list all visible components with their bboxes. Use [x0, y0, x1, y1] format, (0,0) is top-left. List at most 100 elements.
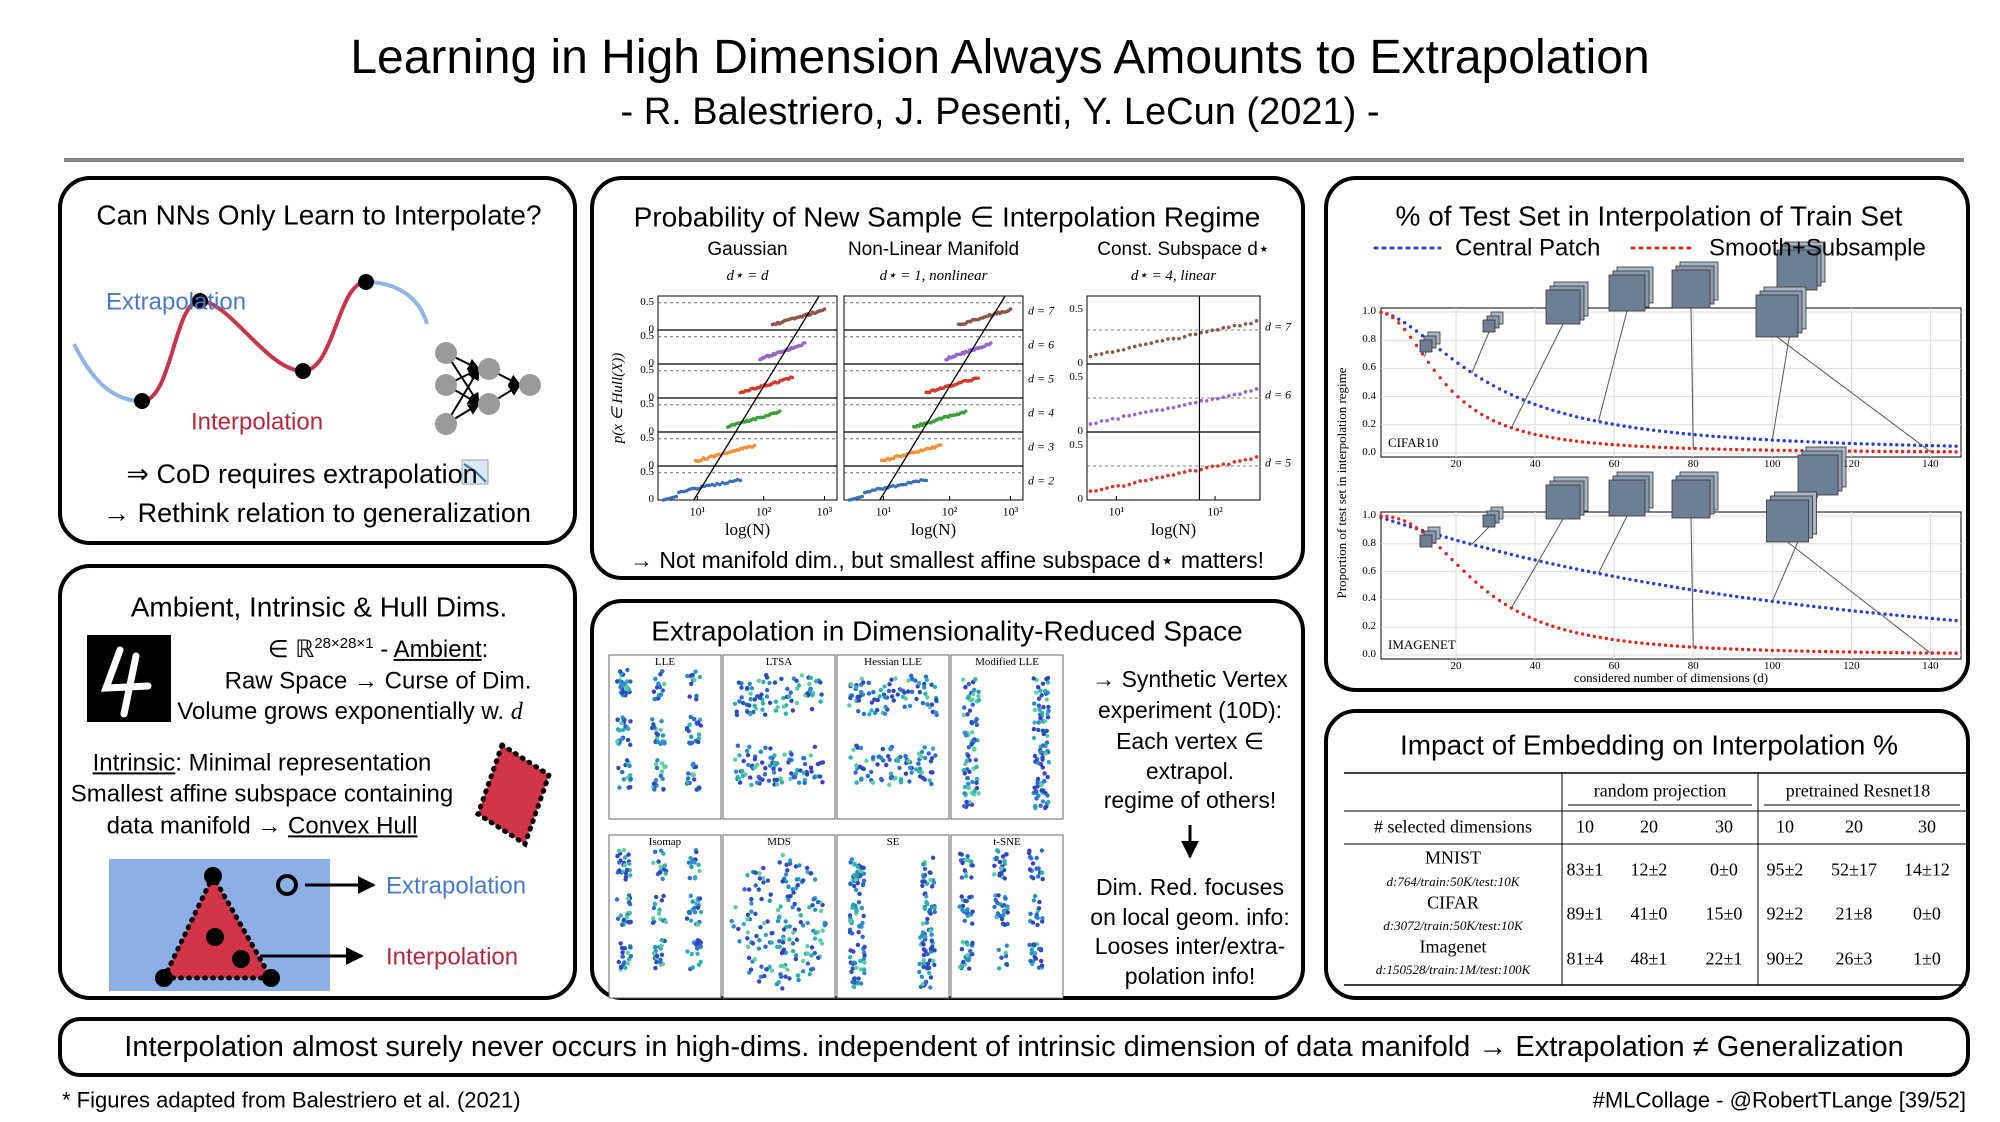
embedded-point	[652, 787, 657, 792]
embedded-point	[962, 705, 967, 710]
curve-dot	[1491, 384, 1496, 388]
sample-dot	[1215, 396, 1220, 401]
curve-dot	[1735, 647, 1739, 651]
curve-dot	[1924, 616, 1929, 620]
sample-dot	[1182, 403, 1187, 407]
sample-dot	[1144, 478, 1148, 483]
embedded-point	[1032, 942, 1037, 948]
curve-dot	[1497, 387, 1502, 391]
curve-dot	[1806, 440, 1810, 444]
y-tick-label: 0.5	[640, 398, 654, 411]
panel-title: Impact of Embedding on Interpolation %	[1399, 729, 1899, 761]
embedded-point	[794, 678, 799, 683]
embedded-point	[850, 966, 855, 971]
embedded-point	[1035, 915, 1040, 921]
embedded-point	[972, 687, 977, 693]
curve-dot	[1681, 446, 1686, 450]
intrinsic-line: data manifold → Convex Hull	[107, 813, 418, 838]
embedded-point	[697, 868, 702, 874]
embedded-point	[690, 762, 695, 768]
embedded-point	[618, 941, 623, 946]
embedded-point	[805, 691, 810, 696]
embedded-point	[1046, 799, 1051, 805]
embedded-point	[1032, 753, 1038, 759]
embedded-point	[819, 941, 825, 946]
sample-dot	[878, 487, 882, 491]
curve-dot	[1521, 429, 1525, 434]
network-node	[435, 374, 457, 396]
embedded-point	[745, 944, 751, 950]
curve-dot	[1859, 449, 1863, 453]
embedded-point	[959, 947, 965, 952]
sample-dot	[1232, 460, 1237, 464]
embedded-point	[805, 772, 810, 777]
curve-dot	[1551, 436, 1555, 440]
curve-dot	[1420, 530, 1425, 534]
embedded-point	[999, 916, 1005, 922]
embedded-point	[775, 908, 781, 913]
panel-interpolate: Can NNs Only Learn to Interpolate? Extrap…	[58, 176, 577, 545]
explanation: Dim. Red. focuses	[1096, 873, 1284, 900]
embedded-point	[796, 683, 802, 688]
embedded-point	[749, 909, 754, 914]
curve-dot	[1657, 445, 1662, 449]
embedded-point	[785, 894, 790, 899]
sample-dot	[790, 375, 795, 380]
curve-dot	[1408, 522, 1413, 526]
panel-graphics: Proportion of test set in interpolation …	[1334, 241, 1962, 660]
subplot-subtitle: d⋆ = 1, nonlinear	[879, 268, 988, 285]
embedded-point	[745, 873, 750, 878]
x-label: log(N)	[1150, 520, 1197, 540]
embedded-point	[872, 697, 877, 702]
embedded-point	[624, 915, 630, 920]
embedded-point	[783, 711, 789, 716]
embedded-point	[623, 965, 628, 970]
embedded-point	[801, 756, 807, 761]
sample-dot	[976, 376, 981, 380]
curve-dot	[1456, 563, 1460, 568]
embedded-point	[615, 853, 620, 859]
embedded-point	[970, 730, 975, 735]
embedded-point	[822, 920, 827, 926]
embedded-point	[805, 920, 810, 926]
embedded-point	[854, 965, 859, 970]
panel-title: Ambient, Intrinsic & Hull Dims.	[130, 591, 508, 623]
embedded-point	[1033, 803, 1038, 809]
embedded-point	[917, 961, 922, 967]
embedded-point	[746, 762, 751, 768]
cell: 22±1	[1705, 948, 1743, 969]
sample-point	[295, 363, 311, 379]
column-header: 20	[1640, 816, 1658, 837]
sample-dot	[1182, 335, 1187, 339]
x-tick-label: 140	[1922, 660, 1939, 673]
curve-dot	[1794, 439, 1798, 443]
embedded-point	[799, 673, 805, 678]
curve-dot	[1610, 574, 1614, 578]
embedded-point	[616, 959, 621, 965]
embedded-point	[789, 752, 794, 757]
reference-line	[693, 295, 820, 501]
embedded-point	[853, 887, 859, 892]
panel-graphics: p(x ∈ Hull(X))	[610, 295, 1261, 502]
embedded-point	[976, 698, 982, 703]
embedded-point	[757, 979, 762, 984]
sample-dot	[718, 482, 722, 487]
sample-dot	[1199, 467, 1203, 472]
thumbnail	[1755, 294, 1799, 338]
curve-dot	[1663, 643, 1668, 647]
curve-dot	[1634, 578, 1638, 583]
curve-dot	[1586, 440, 1591, 445]
curve-dot	[1954, 618, 1958, 623]
curve-dot	[1812, 440, 1816, 444]
embedded-point	[993, 897, 998, 903]
sample-dot	[1254, 387, 1259, 391]
curve-dot	[1687, 645, 1691, 649]
sample-dot	[1182, 470, 1187, 474]
curve-dot	[1628, 444, 1632, 448]
curve-dot	[1782, 649, 1786, 653]
embedded-point	[685, 776, 691, 781]
sample-dot	[1204, 399, 1209, 403]
embedded-point	[861, 766, 866, 772]
embedded-point	[1005, 910, 1010, 915]
sample-dot	[1215, 464, 1220, 468]
